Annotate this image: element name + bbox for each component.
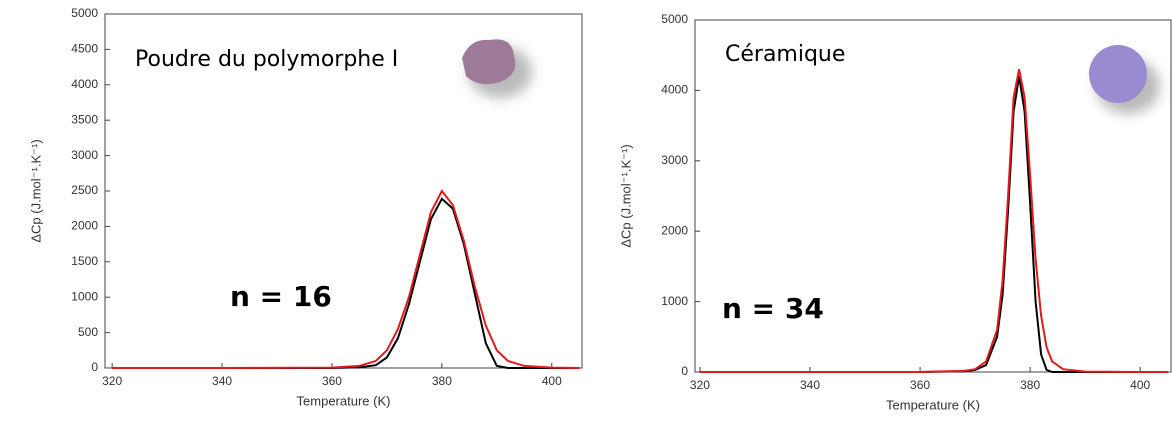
y-tick-label: 0: [681, 364, 688, 378]
x-tick-label: 380: [1020, 378, 1040, 392]
x-tick-label: 360: [322, 374, 342, 388]
y-tick-label: 4000: [661, 83, 688, 97]
ceramic-image: [1089, 45, 1147, 103]
x-tick-label: 340: [800, 378, 820, 392]
data-line: [700, 76, 1168, 373]
annotation: n = 34: [722, 292, 824, 325]
x-tick-label: 320: [690, 378, 710, 392]
x-tick-label: 320: [102, 374, 122, 388]
y-tick-label: 4500: [71, 42, 98, 56]
annotation: n = 16: [230, 280, 332, 313]
y-tick-label: 0: [91, 360, 98, 374]
y-tick-label: 500: [78, 325, 98, 339]
y-tick-label: 4000: [71, 77, 98, 91]
annotation: Céramique: [725, 42, 845, 67]
x-axis-title: Temperature (K): [297, 393, 391, 408]
y-tick-label: 2500: [71, 183, 98, 197]
y-tick-label: 3000: [661, 153, 688, 167]
x-axis-title: Temperature (K): [886, 397, 980, 412]
y-tick-label: 5000: [661, 12, 688, 26]
x-tick-label: 400: [542, 374, 562, 388]
x-tick-label: 360: [910, 378, 930, 392]
x-tick-label: 340: [212, 374, 232, 388]
y-tick-label: 1000: [71, 289, 98, 303]
x-tick-label: 400: [1130, 378, 1150, 392]
y-tick-label: 3500: [71, 112, 98, 126]
data-line: [112, 189, 580, 369]
y-axis-title: ΔCp (J.mol⁻¹.K⁻¹): [618, 144, 633, 247]
y-tick-label: 2000: [661, 223, 688, 237]
y-axis-title: ΔCp (J.mol⁻¹.K⁻¹): [28, 139, 43, 242]
y-tick-label: 2000: [71, 219, 98, 233]
y-tick-label: 5000: [71, 6, 98, 20]
powder-image: [462, 39, 516, 84]
annotation: Poudre du polymorphe I: [135, 47, 398, 72]
x-tick-label: 380: [432, 374, 452, 388]
y-tick-label: 1500: [71, 254, 98, 268]
data-line: [700, 69, 1168, 373]
data-line: [112, 197, 580, 369]
y-tick-label: 1000: [661, 294, 688, 308]
y-tick-label: 3000: [71, 148, 98, 162]
